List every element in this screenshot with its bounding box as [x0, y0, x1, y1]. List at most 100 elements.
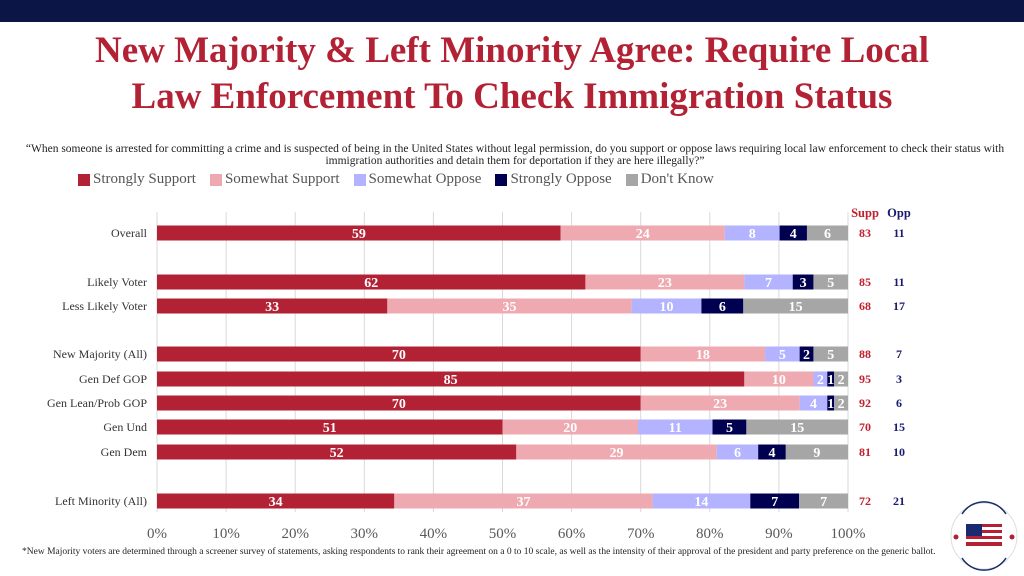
- category-label: Gen Lean/Prob GOP: [47, 396, 147, 410]
- bar-segment: [744, 371, 814, 387]
- category-label: Overall: [111, 226, 148, 240]
- data-label: 33: [265, 300, 279, 315]
- x-tick-label: 90%: [765, 526, 793, 542]
- bar-segment: [631, 298, 702, 314]
- data-label: 24: [636, 227, 650, 242]
- opp-value: 3: [896, 372, 902, 386]
- bar-segment: [157, 274, 586, 290]
- legend-swatch: [495, 173, 508, 186]
- legend-label: Somewhat Support: [224, 171, 340, 187]
- x-tick-label: 0%: [147, 526, 167, 542]
- data-label: 6: [824, 227, 831, 242]
- bar-segment: [701, 298, 744, 314]
- opp-value: 10: [893, 445, 905, 459]
- bar-segment: [712, 419, 747, 435]
- data-label: 62: [364, 276, 378, 291]
- bar-segment: [765, 346, 800, 362]
- x-tick-label: 20%: [281, 526, 309, 542]
- top-banner: [0, 0, 1024, 22]
- category-label: Gen Dem: [101, 445, 148, 459]
- data-label: 70: [392, 397, 406, 412]
- americas-new-majority-project-logo: [950, 501, 1018, 571]
- supp-value: 92: [859, 396, 871, 410]
- data-label: 70: [392, 348, 406, 363]
- category-label: Less Likely Voter: [62, 299, 147, 313]
- data-label: 14: [694, 495, 708, 510]
- bar-segment: [157, 493, 395, 509]
- category-label: New Majority (All): [53, 347, 147, 361]
- supp-value: 83: [859, 226, 871, 240]
- bar-segment: [585, 274, 745, 290]
- bar-segment: [640, 395, 800, 411]
- bar-segment: [516, 444, 717, 460]
- bar-segment: [799, 493, 848, 509]
- data-label: 3: [800, 276, 807, 291]
- supp-value: 85: [859, 275, 871, 289]
- data-label: 2: [838, 397, 845, 412]
- x-tick-label: 100%: [831, 526, 866, 542]
- bar-segment: [827, 395, 835, 411]
- data-label: 7: [765, 276, 772, 291]
- category-label: Gen Def GOP: [79, 372, 147, 386]
- supp-value: 95: [859, 372, 871, 386]
- data-label: 5: [779, 348, 786, 363]
- legend-label: Somewhat Oppose: [368, 171, 482, 187]
- data-label: 18: [696, 348, 710, 363]
- opp-value: 6: [896, 396, 902, 410]
- opp-header: Opp: [887, 206, 911, 220]
- opp-value: 17: [893, 299, 905, 313]
- legend-swatch: [353, 173, 366, 186]
- data-label: 9: [813, 446, 820, 461]
- data-label: 11: [669, 421, 682, 436]
- opp-value: 11: [893, 226, 904, 240]
- bar-segment: [394, 493, 653, 509]
- data-label: 23: [658, 276, 672, 291]
- opp-value: 11: [893, 275, 904, 289]
- data-label: 15: [790, 421, 804, 436]
- bar-segment: [834, 395, 848, 411]
- bar-segment: [750, 493, 800, 509]
- bar-segment: [652, 493, 751, 509]
- x-tick-label: 80%: [696, 526, 724, 542]
- supp-value: 68: [859, 299, 871, 313]
- data-label: 15: [789, 300, 803, 315]
- x-tick-label: 40%: [420, 526, 448, 542]
- x-tick-label: 50%: [489, 526, 517, 542]
- bar-segment: [827, 371, 835, 387]
- bar-segment: [157, 419, 503, 435]
- bar-segment: [387, 298, 632, 314]
- data-label: 34: [269, 495, 283, 510]
- data-label: 7: [771, 495, 778, 510]
- legend-swatch: [625, 173, 638, 186]
- data-label: 20: [563, 421, 577, 436]
- x-tick-label: 30%: [351, 526, 379, 542]
- bar-segment: [779, 225, 807, 241]
- legend-swatch: [78, 173, 90, 186]
- data-label: 85: [444, 373, 458, 388]
- legend-label: Strongly Support: [93, 171, 196, 187]
- opp-value: 21: [893, 494, 905, 508]
- bar-segment: [157, 395, 641, 411]
- bar-segment: [716, 444, 759, 460]
- bar-segment: [502, 419, 638, 435]
- bar-segment: [758, 444, 786, 460]
- data-label: 10: [772, 373, 786, 388]
- bar-segment: [637, 419, 713, 435]
- bar-segment: [792, 274, 814, 290]
- bar-segment: [157, 371, 745, 387]
- page-title: New Majority & Left Minority Agree: Requ…: [0, 28, 1024, 120]
- bar-segment: [799, 395, 828, 411]
- data-label: 35: [502, 300, 516, 315]
- data-label: 4: [768, 446, 775, 461]
- data-label: 1: [827, 373, 834, 388]
- legend-item: Somewhat Support: [209, 171, 340, 188]
- opp-value: 15: [893, 420, 905, 434]
- legend-item: Strongly Oppose: [495, 171, 612, 188]
- legend-item: Strongly Support: [78, 171, 196, 188]
- data-label: 51: [323, 421, 337, 436]
- data-label: 52: [330, 446, 344, 461]
- bar-segment: [560, 225, 725, 241]
- legend-label: Don't Know: [640, 171, 714, 187]
- bar-segment: [640, 346, 766, 362]
- data-label: 37: [516, 495, 530, 510]
